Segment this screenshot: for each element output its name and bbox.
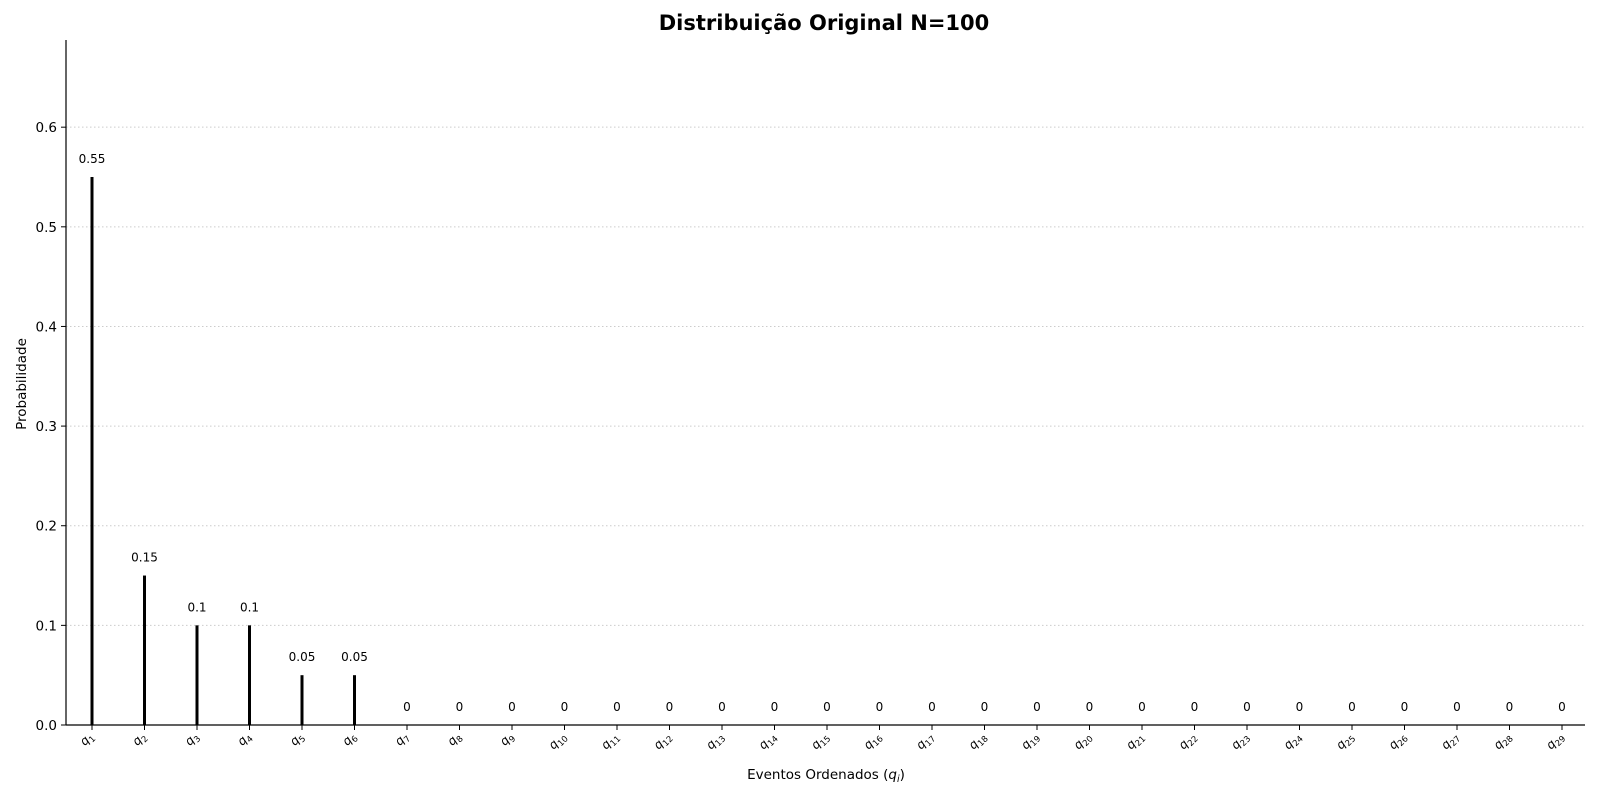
data-label: 0.05 <box>341 650 368 664</box>
x-tick-label: q9 <box>497 729 518 750</box>
data-label: 0 <box>1086 700 1094 714</box>
data-label: 0 <box>1506 700 1514 714</box>
x-tick-label: q18 <box>966 729 991 754</box>
data-label: 0 <box>823 700 831 714</box>
x-tick-label: q5 <box>287 729 308 750</box>
x-tick-label: q16 <box>861 729 886 754</box>
x-tick-label: q1 <box>77 729 98 750</box>
x-tick-label: q17 <box>913 729 938 754</box>
x-tick-label: q26 <box>1386 729 1411 754</box>
data-label: 0 <box>508 700 516 714</box>
bar <box>353 675 356 725</box>
x-tick-label: q7 <box>392 729 413 750</box>
data-label: 0 <box>1033 700 1041 714</box>
data-label: 0 <box>1296 700 1304 714</box>
data-label: 0 <box>1348 700 1356 714</box>
x-tick-label: q2 <box>129 729 150 750</box>
y-tick-label: 0.4 <box>36 319 57 335</box>
bar <box>90 177 94 725</box>
data-label: 0 <box>403 700 411 714</box>
x-tick-label: q14 <box>756 729 781 754</box>
data-label: 0 <box>1243 700 1251 714</box>
data-label: 0 <box>456 700 464 714</box>
x-tick-label: q13 <box>703 729 728 754</box>
chart-title: Distribuição Original N=100 <box>659 11 990 35</box>
data-label: 0.1 <box>240 600 259 614</box>
bar <box>300 675 304 725</box>
data-label: 0 <box>718 700 726 714</box>
x-tick-label: q20 <box>1071 729 1096 754</box>
x-tick-label: q23 <box>1228 729 1253 754</box>
data-label: 0 <box>666 700 674 714</box>
bar <box>143 575 146 725</box>
y-tick-label: 0.5 <box>36 220 57 236</box>
x-tick-label: q10 <box>546 729 571 754</box>
data-label: 0 <box>1453 700 1461 714</box>
x-tick-label: q8 <box>444 729 465 750</box>
x-tick-label: q29 <box>1543 729 1568 754</box>
x-ticks: q1 q2 q3 q4 q5 q6 q7 q8 q9 q10 q11 q12 q13 q14 q15 q16 q… <box>77 725 1568 754</box>
x-tick-label: q19 <box>1018 729 1043 754</box>
x-tick-label: q27 <box>1438 729 1463 754</box>
data-label: 0 <box>1558 700 1566 714</box>
data-label: 0 <box>1191 700 1199 714</box>
y-tick-label: 0.6 <box>36 120 57 136</box>
x-tick-label: q15 <box>808 729 833 754</box>
data-label: 0.15 <box>131 551 158 565</box>
x-tick-label: q4 <box>234 729 255 750</box>
y-tick-label: 0.1 <box>36 618 57 634</box>
x-tick-label: q24 <box>1281 729 1306 754</box>
axes <box>65 40 1585 726</box>
x-tick-label: q3 <box>182 729 203 750</box>
data-label: 0.1 <box>187 600 206 614</box>
bar <box>248 625 251 725</box>
data-label: 0 <box>561 700 569 714</box>
data-label: 0 <box>1138 700 1146 714</box>
x-tick-label: q22 <box>1176 729 1201 754</box>
x-tick-label: q21 <box>1123 729 1148 754</box>
data-label: 0 <box>981 700 989 714</box>
x-tick-label: q11 <box>598 729 623 754</box>
x-tick-label: q12 <box>651 729 676 754</box>
data-label: 0 <box>876 700 884 714</box>
x-tick-label: q6 <box>339 729 360 750</box>
bars <box>90 177 356 725</box>
data-label: 0 <box>613 700 621 714</box>
data-labels: 0.55 0.15 0.1 0.1 0.05 0.05 0 0 0 0 0 0 0 0 0 0 0 0 0 0 0 0 0 0… <box>79 152 1566 714</box>
x-axis-label: Eventos Ordenados (qi) <box>747 767 905 785</box>
data-label: 0.05 <box>289 650 316 664</box>
x-tick-label: q28 <box>1491 729 1516 754</box>
y-axis-label: Probabilidade <box>14 338 30 430</box>
data-label: 0 <box>771 700 779 714</box>
y-ticks: 0.0 0.1 0.2 0.3 0.4 0.5 0.6 <box>36 120 66 734</box>
grid-lines <box>66 126 1585 626</box>
y-tick-label: 0.0 <box>36 718 57 734</box>
data-label: 0 <box>928 700 936 714</box>
data-label: 0 <box>1401 700 1409 714</box>
x-tick-label: q25 <box>1333 729 1358 754</box>
y-tick-label: 0.3 <box>36 419 57 435</box>
bar <box>195 625 199 725</box>
data-label: 0.55 <box>79 152 106 166</box>
y-tick-label: 0.2 <box>36 519 57 535</box>
